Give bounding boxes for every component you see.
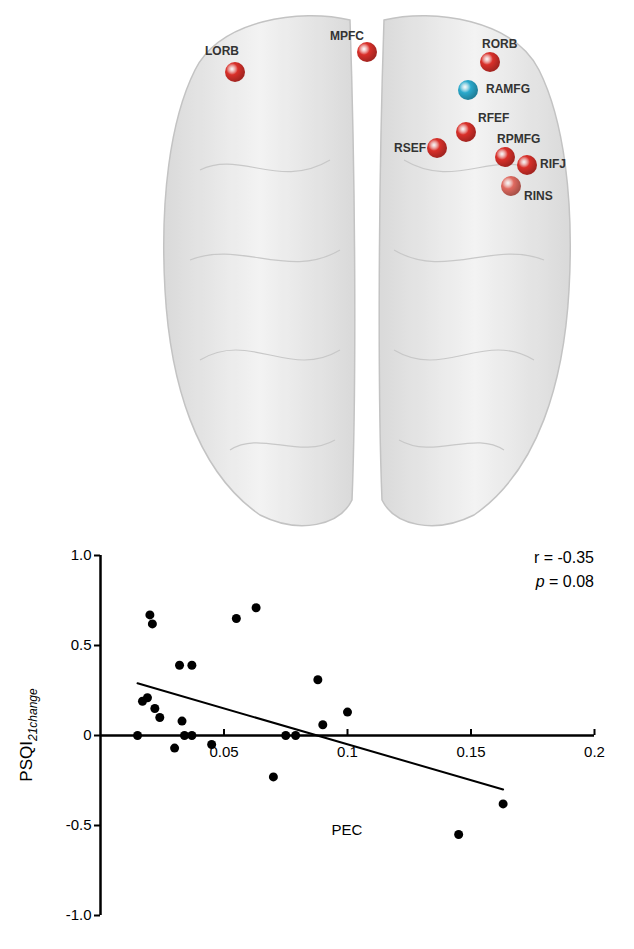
svg-text:RIFJ: RIFJ — [540, 157, 566, 171]
svg-text:RPMFG: RPMFG — [497, 132, 540, 146]
svg-text:p = 0.08: p = 0.08 — [535, 573, 594, 590]
svg-text:0: 0 — [83, 726, 91, 743]
svg-text:RINS: RINS — [524, 189, 553, 203]
svg-text:1.0: 1.0 — [71, 546, 92, 563]
svg-text:0.2: 0.2 — [584, 743, 605, 760]
svg-text:0.05: 0.05 — [209, 743, 239, 761]
svg-text:-1.0: -1.0 — [66, 906, 92, 923]
svg-text:RFEF: RFEF — [478, 111, 509, 125]
svg-text:RAMFG: RAMFG — [486, 82, 530, 96]
svg-text:0.15: 0.15 — [456, 743, 485, 760]
svg-text:-0.5: -0.5 — [66, 816, 92, 833]
svg-text:PEC: PEC — [332, 821, 363, 838]
svg-text:RSEF: RSEF — [394, 141, 426, 155]
svg-text:LORB: LORB — [205, 44, 239, 58]
svg-text:MPFC: MPFC — [330, 29, 364, 43]
svg-text:r = -0.35: r = -0.35 — [534, 549, 594, 566]
svg-text:0.1: 0.1 — [337, 743, 358, 761]
svg-text:0.5: 0.5 — [71, 636, 92, 653]
svg-text:PSQI21change: PSQI21change — [17, 688, 40, 782]
svg-text:RORB: RORB — [482, 37, 518, 51]
